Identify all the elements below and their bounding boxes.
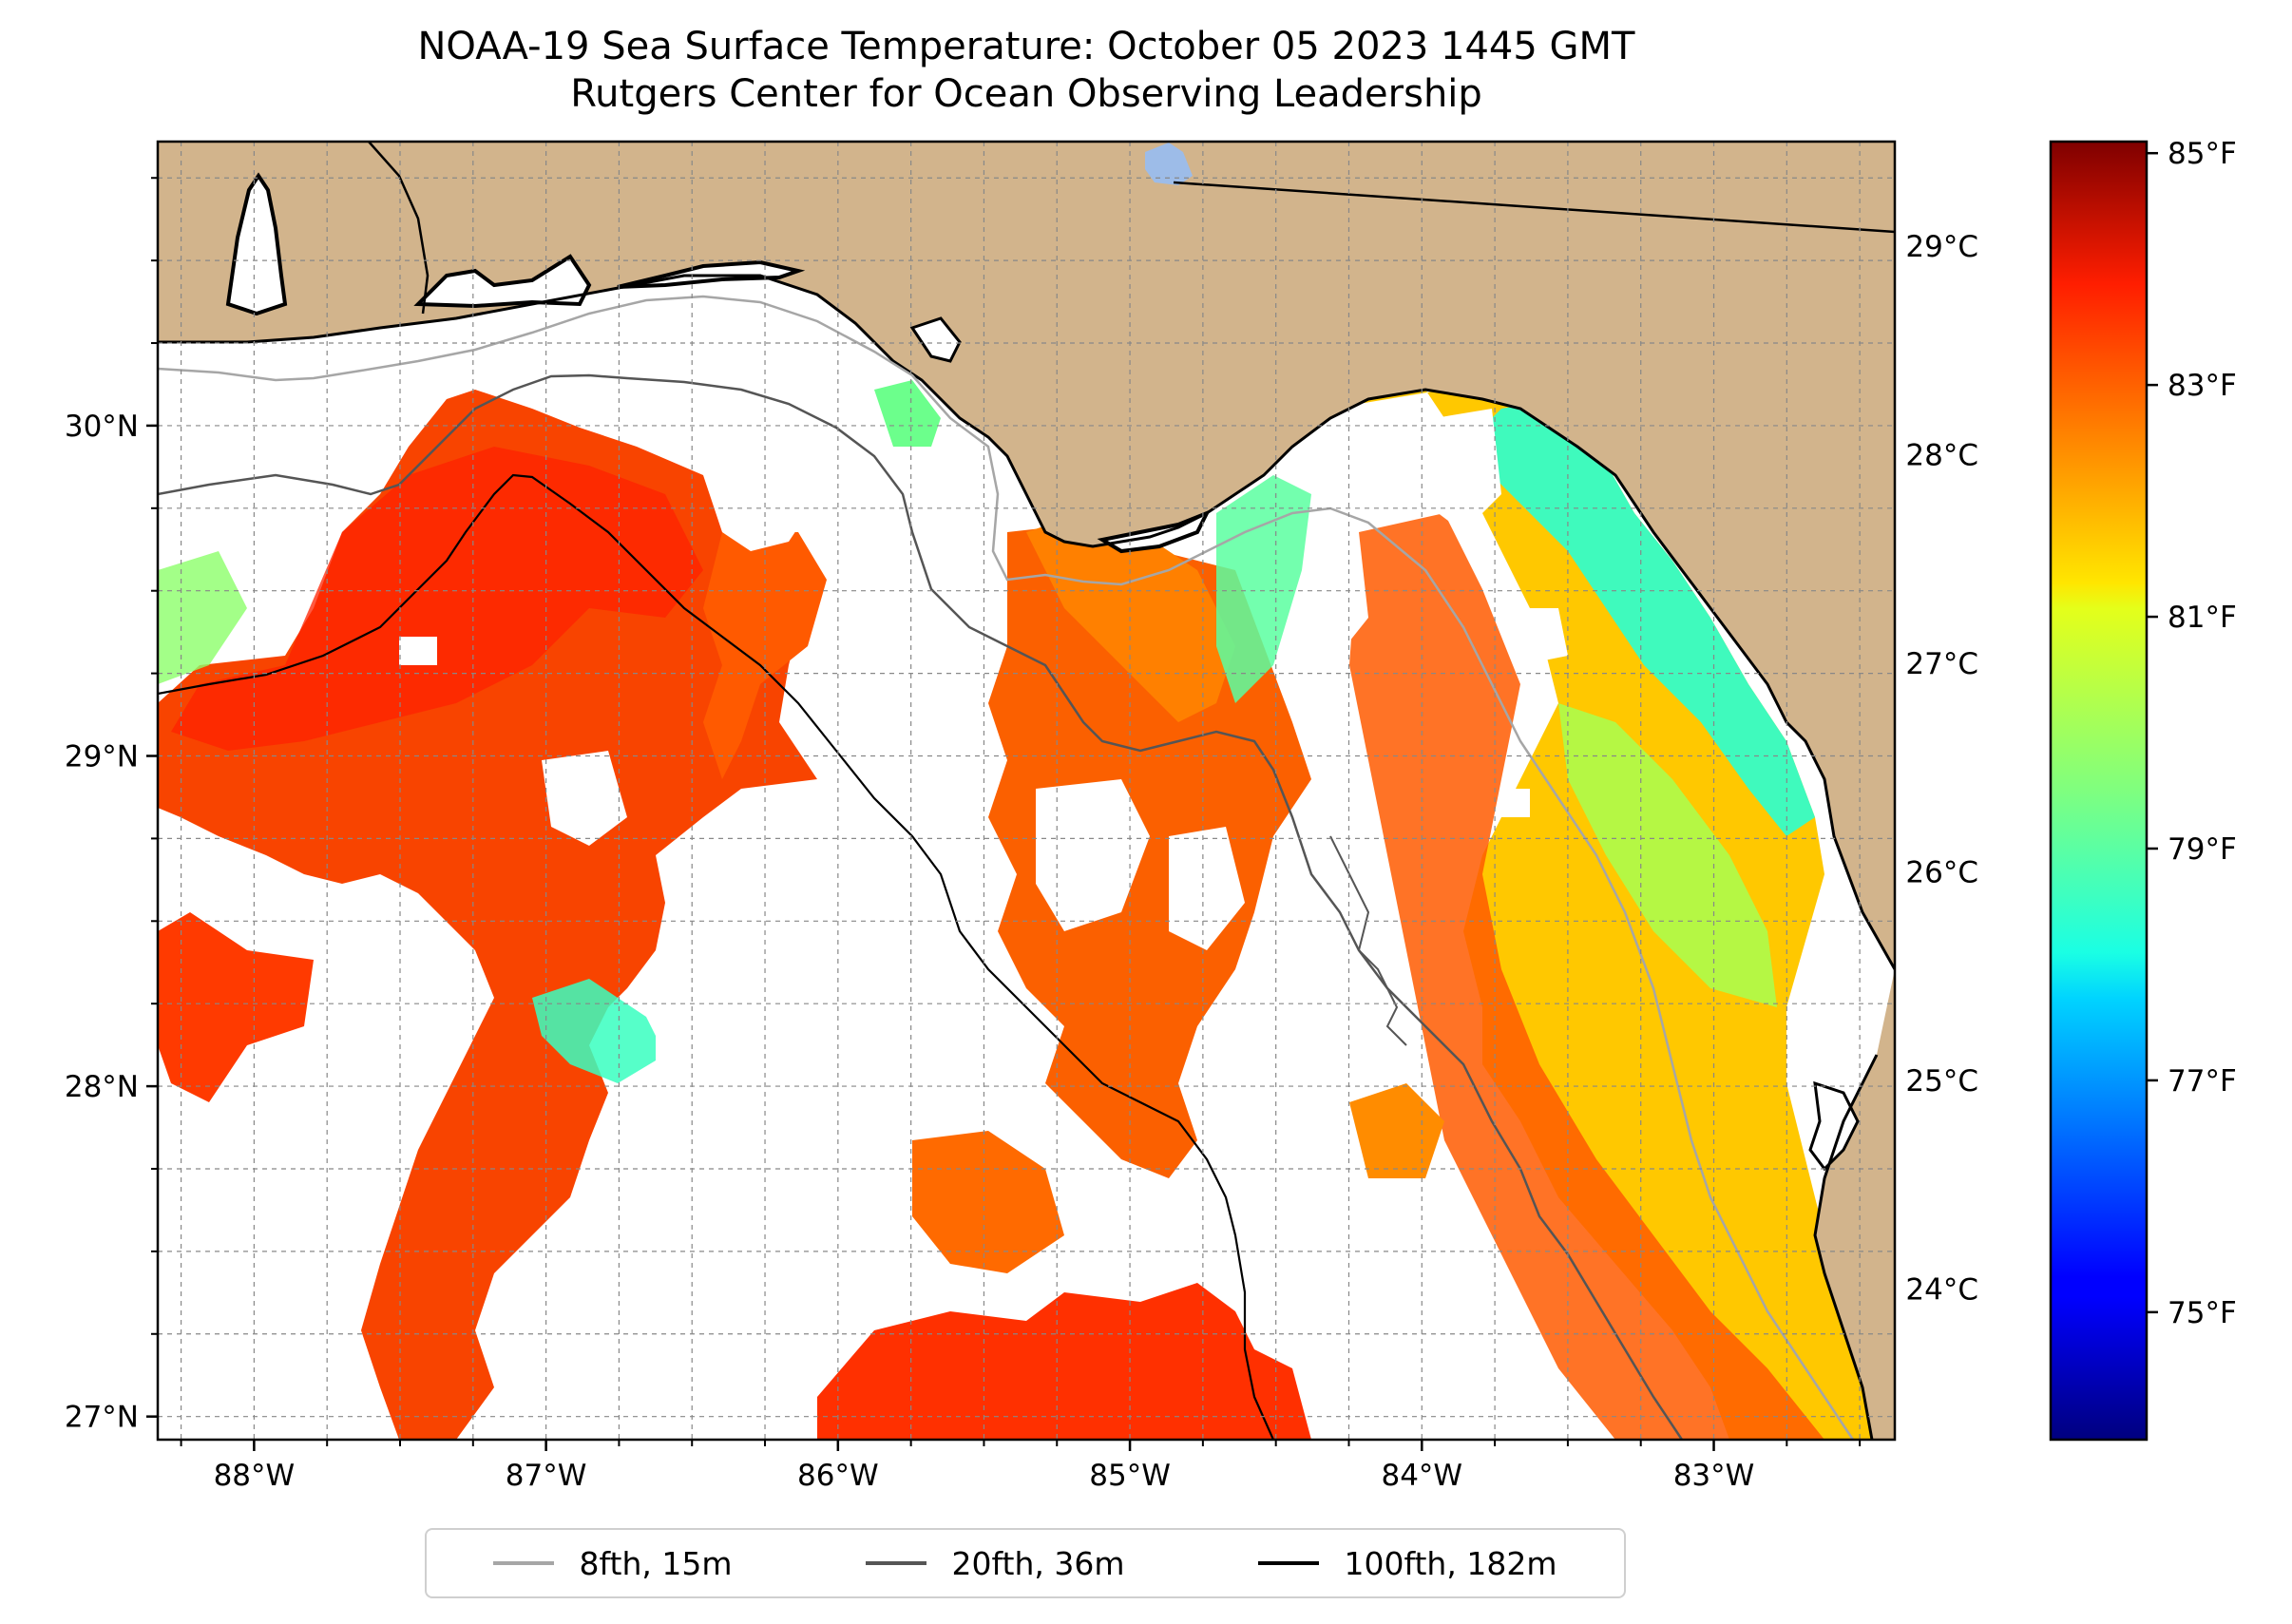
sst-patch-cedarkeys [1349, 1083, 1444, 1178]
isobath-100fth [158, 473, 1275, 1440]
gap-4 [1169, 827, 1245, 950]
lat-tick-label-3: 30°N [65, 410, 139, 444]
isobath-legend: 8fth, 15m 20fth, 36m 100fth, 182m [425, 1528, 1626, 1598]
sst-patch-east-cyan [1463, 399, 1815, 836]
gap-9 [1359, 1188, 1482, 1321]
coastlines [158, 142, 1895, 1440]
gap-13 [158, 1121, 219, 1235]
sst-patch-east [1254, 390, 1895, 1440]
c-tick-label-2: 26°C [1905, 855, 1978, 889]
gap-14 [399, 637, 437, 665]
bay-tampa [1808, 1080, 1860, 1172]
sst-patch-south-central [817, 1283, 1311, 1440]
sst-patch-panhandle-cool [1216, 475, 1311, 703]
sst-patch-east-green [1558, 703, 1777, 1007]
legend-item-1: 20fth, 36m [866, 1545, 1124, 1582]
sst-patch-north-green [874, 380, 941, 447]
lat-tick-label-2: 29°N [65, 740, 139, 774]
bay-stjoe [909, 316, 962, 363]
c-tick-label-4: 28°C [1905, 438, 1978, 472]
gap-3 [1036, 779, 1150, 931]
f-tick-label-2: 79°F [2168, 832, 2237, 867]
c-tick-label-0: 24°C [1905, 1272, 1978, 1307]
title-line-1: NOAA-19 Sea Surface Temperature: October… [417, 25, 1635, 68]
state-border [1173, 181, 1895, 234]
legend-label: 100fth, 182m [1344, 1544, 1557, 1582]
legend-label: 20fth, 36m [951, 1544, 1125, 1582]
gap-6 [1425, 409, 1501, 532]
gap-8 [1501, 789, 1530, 817]
isobath-20fth [158, 373, 1684, 1440]
lon-tick-label-5: 83°W [1673, 1459, 1755, 1493]
sst-patch-southwest [158, 912, 314, 1102]
isobaths [158, 295, 1855, 1440]
title-line-2: Rutgers Center for Ocean Observing Leade… [570, 72, 1482, 116]
land-southeast-peninsula [1815, 969, 1895, 1440]
lon-tick-label-3: 85°W [1089, 1459, 1171, 1493]
f-tick-label-5: 85°F [2168, 137, 2237, 171]
coastline-main [158, 274, 1895, 970]
coastline-peninsula [1813, 1054, 1879, 1440]
colorbar-celsius-axis: 24°C 25°C 26°C 27°C 28°C 29°C [1905, 230, 1978, 1308]
legend-item-0: 8fth, 15m [493, 1544, 733, 1582]
lat-tick-label-1: 28°N [65, 1070, 139, 1104]
sst-patch-south-west-cool [532, 979, 665, 1083]
lat-tick-label-0: 27°N [65, 1401, 139, 1435]
f-tick-label-4: 83°F [2168, 369, 2237, 403]
nodata-gaps [158, 409, 1568, 1321]
isobath-8fth [158, 295, 1855, 1440]
legend-label: 8fth, 15m [579, 1544, 733, 1582]
f-tick-label-1: 77°F [2168, 1064, 2237, 1099]
gap-7 [1501, 608, 1568, 665]
legend-line-swatch [866, 1561, 927, 1565]
map-title: NOAA-19 Sea Surface Temperature: October… [157, 23, 1896, 118]
map-frame [156, 140, 1897, 1442]
c-tick-label-1: 25°C [1905, 1064, 1978, 1099]
sst-patch-west-green [158, 551, 247, 684]
f-tick-label-3: 81°F [2168, 601, 2237, 635]
gap-5 [1302, 532, 1368, 665]
colorbar-fahrenheit-axis: 75°F 77°F 79°F 81°F 83°F 85°F [2147, 137, 2237, 1330]
colorbar-gradient [2049, 140, 2149, 1442]
legend-item-2: 100fth, 182m [1258, 1545, 1557, 1582]
lon-tick-label-4: 84°W [1381, 1459, 1462, 1493]
sst-data-layer [158, 380, 1895, 1440]
lon-axis: 88°W 87°W 86°W 85°W 84°W 83°W [180, 1440, 1862, 1493]
gap-10 [1264, 1197, 1340, 1292]
c-tick-label-5: 29°C [1905, 230, 1978, 264]
gap-12 [228, 1121, 380, 1273]
sst-patch-south-c2 [912, 1131, 1064, 1273]
sst-patch-west-red [171, 447, 703, 751]
colorbar: 24°C 25°C 26°C 27°C 28°C 29°C 75°F 77°F 79°F 81°… [1905, 137, 2237, 1442]
gap-2 [542, 751, 627, 846]
sst-patch-bigbend [1026, 513, 1235, 722]
lon-tick-label-0: 88°W [214, 1459, 296, 1493]
f-tick-label-0: 75°F [2168, 1296, 2237, 1330]
land-north [158, 142, 1895, 969]
sst-patch-east-orange [1349, 513, 1824, 1440]
legend-line-swatch [493, 1561, 555, 1565]
state-border-west [368, 142, 430, 315]
gap-1 [703, 475, 808, 551]
gridlines [158, 142, 1895, 1440]
c-tick-label-3: 27°C [1905, 647, 1978, 681]
gap-11 [656, 1007, 722, 1102]
lon-tick-label-1: 87°W [506, 1459, 587, 1493]
bay-mobile [225, 172, 288, 316]
lon-tick-label-2: 86°W [797, 1459, 879, 1493]
isobath-20fth-coastwiggle [1329, 835, 1407, 1046]
legend-line-swatch [1258, 1561, 1320, 1565]
lat-axis: 27°N 28°N 29°N 30°N [65, 177, 158, 1435]
lake-alabama [1145, 143, 1193, 185]
